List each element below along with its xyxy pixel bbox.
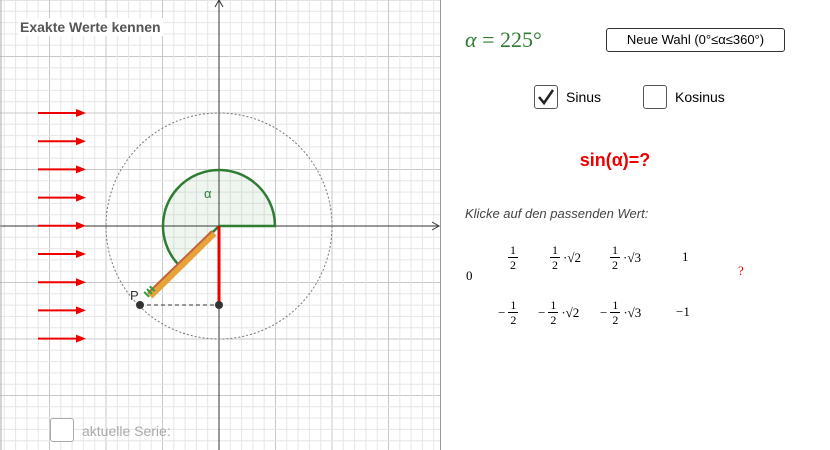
arrow-head — [76, 165, 86, 173]
arrow-head — [76, 222, 86, 230]
denominator: 2 — [510, 258, 516, 272]
arrow-head — [76, 278, 86, 286]
answer-option[interactable]: −1 — [676, 304, 690, 320]
new-choice-button[interactable]: Neue Wahl (0°≤α≤360°) — [606, 28, 785, 52]
checkbox[interactable] — [643, 85, 667, 109]
panel-title: Exakte Werte kennen — [18, 18, 163, 36]
numerator: 1 — [510, 298, 516, 312]
angle-label: α — [204, 186, 212, 201]
numerator: 1 — [510, 243, 516, 257]
denominator: 2 — [612, 313, 618, 327]
equals: = — [482, 27, 494, 52]
denominator: 2 — [550, 313, 556, 327]
numerator: 1 — [612, 243, 618, 257]
series-checkbox[interactable] — [50, 418, 74, 442]
answer-factor: ·√3 — [623, 250, 641, 266]
checkbox[interactable] — [534, 85, 558, 109]
answer-factor: ·√2 — [561, 305, 579, 321]
divider — [440, 0, 441, 450]
numerator: 1 — [552, 243, 558, 257]
applet: αP Exakte Werte kennen aktuelle Serie: α… — [0, 0, 830, 450]
instruction: Klicke auf den passenden Wert: — [465, 206, 648, 221]
denominator: 2 — [552, 258, 558, 272]
answer-option[interactable]: 0 — [466, 268, 473, 284]
checkbox-label: Kosinus — [675, 89, 725, 105]
numerator: 1 — [550, 298, 556, 312]
answer-option[interactable]: 1 — [682, 249, 689, 265]
denominator: 2 — [510, 313, 516, 327]
alpha-display: α = 225° — [465, 27, 542, 53]
question: sin(α)=? — [540, 150, 690, 171]
arrow-head — [76, 250, 86, 258]
answer-sign: − — [498, 305, 505, 321]
arrow-head — [76, 306, 86, 314]
answer-factor: ·√3 — [623, 305, 641, 321]
arrow-head — [76, 137, 86, 145]
graphics-view: αP — [0, 0, 441, 450]
checkmark — [535, 86, 557, 108]
answer-text: 1 — [682, 249, 689, 265]
numerator: 1 — [612, 298, 618, 312]
checkbox-label: Sinus — [566, 89, 601, 105]
foot-point — [215, 301, 223, 309]
answer-sign: − — [538, 305, 545, 321]
point-label: P — [130, 288, 139, 303]
arrow-head — [76, 109, 86, 117]
answer-factor: ·√2 — [563, 250, 581, 266]
arrow-head — [76, 194, 86, 202]
alpha-symbol: α — [465, 27, 477, 52]
feedback: ? — [738, 263, 744, 279]
arrow-head — [76, 335, 86, 343]
denominator: 2 — [612, 258, 618, 272]
answer-sign: − — [600, 305, 607, 321]
answer-text: 0 — [466, 268, 473, 284]
answer-text: −1 — [676, 304, 690, 320]
series-label: aktuelle Serie: — [82, 423, 171, 439]
alpha-value: 225° — [500, 27, 542, 52]
